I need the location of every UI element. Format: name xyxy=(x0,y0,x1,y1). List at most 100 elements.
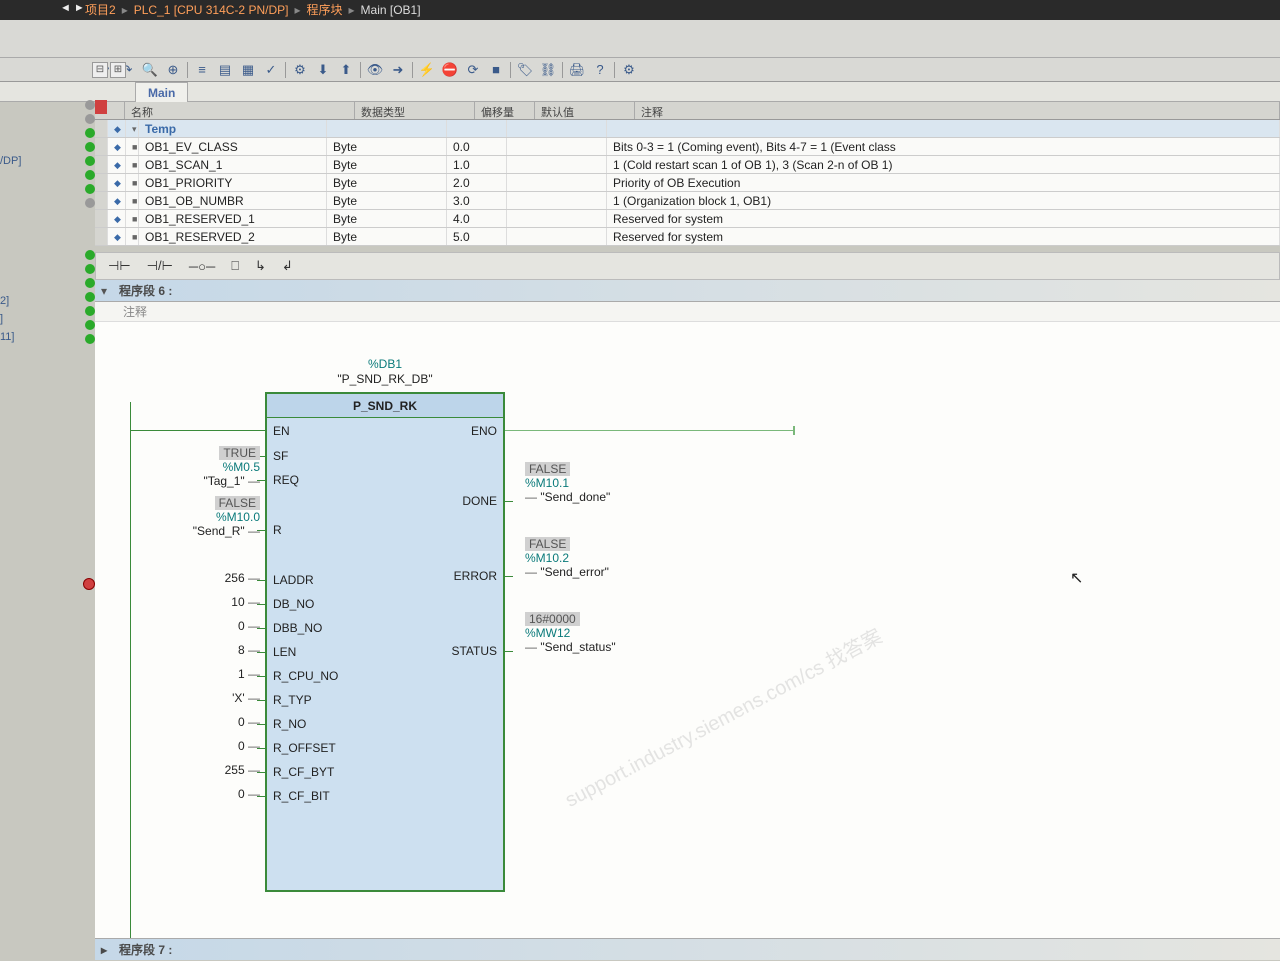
pin-input-value[interactable]: 0 — xyxy=(238,787,260,801)
var-row[interactable]: ◆ ■ OB1_PRIORITY Byte 2.0 Priority of OB… xyxy=(95,174,1280,192)
tb-compile-icon[interactable]: ⚙ xyxy=(291,61,309,79)
tb-sync-icon[interactable]: ⟳ xyxy=(464,61,482,79)
fb-input-pin[interactable]: R xyxy=(273,523,282,537)
tb-block2-icon[interactable]: ▦ xyxy=(239,61,257,79)
tb-monitor-icon[interactable]: 👁 xyxy=(366,61,384,79)
var-name[interactable]: OB1_RESERVED_2 xyxy=(139,228,327,245)
vh-offset[interactable]: 偏移量 xyxy=(475,102,535,119)
tb-go-offline-icon[interactable]: ⛔ xyxy=(441,61,459,79)
fb-input-pin[interactable]: R_CPU_NO xyxy=(273,669,338,683)
pin-input-value[interactable]: 256 — xyxy=(225,571,260,585)
pin-input-value[interactable]: 1 — xyxy=(238,667,260,681)
fb-input-pin[interactable]: DBB_NO xyxy=(273,621,322,635)
network-collapse-icon[interactable]: ▸ xyxy=(101,939,107,961)
var-comment[interactable]: Bits 0-3 = 1 (Coming event), Bits 4-7 = … xyxy=(607,138,1280,155)
var-type[interactable]: Byte xyxy=(327,192,447,209)
var-row[interactable]: ◆ ■ OB1_EV_CLASS Byte 0.0 Bits 0-3 = 1 (… xyxy=(95,138,1280,156)
var-row[interactable]: ◆ ■ OB1_OB_NUMBR Byte 3.0 1 (Organizatio… xyxy=(95,192,1280,210)
tab-main[interactable]: Main xyxy=(135,82,188,102)
var-offset[interactable]: 1.0 xyxy=(447,156,507,173)
pin-input-value[interactable]: FALSE%M10.0"Send_R" — xyxy=(193,496,260,538)
collapse-icon[interactable]: ▾ xyxy=(126,120,139,137)
pin-input-value[interactable]: 0 — xyxy=(238,739,260,753)
function-block[interactable]: P_SND_RK EN ENO SFREQRLADDRDB_NODBB_NOLE… xyxy=(265,392,505,892)
pin-input-value[interactable]: 8 — xyxy=(238,643,260,657)
var-default[interactable] xyxy=(507,156,607,173)
nav-fwd-icon[interactable]: ► xyxy=(74,2,85,14)
var-type[interactable]: Byte xyxy=(327,228,447,245)
var-default[interactable] xyxy=(507,210,607,227)
var-name[interactable]: OB1_EV_CLASS xyxy=(139,138,327,155)
fb-output-pin[interactable]: DONE xyxy=(462,494,497,508)
var-offset[interactable]: 2.0 xyxy=(447,174,507,191)
var-row[interactable]: ◆ ■ OB1_RESERVED_2 Byte 5.0 Reserved for… xyxy=(95,228,1280,246)
split-v-icon[interactable]: ⊞ xyxy=(110,62,126,78)
fb-instance-db[interactable]: %DB1 xyxy=(265,357,505,371)
var-default[interactable] xyxy=(507,138,607,155)
var-offset[interactable]: 3.0 xyxy=(447,192,507,209)
fb-output-pin[interactable]: ERROR xyxy=(454,569,497,583)
fb-input-pin[interactable]: LADDR xyxy=(273,573,314,587)
pin-output-value[interactable]: FALSE%M10.2— "Send_error" xyxy=(525,537,609,579)
fb-input-pin[interactable]: R_OFFSET xyxy=(273,741,336,755)
var-row[interactable]: ◆ ■ OB1_RESERVED_1 Byte 4.0 Reserved for… xyxy=(95,210,1280,228)
pin-input-value[interactable]: 255 — xyxy=(225,763,260,777)
error-marker[interactable] xyxy=(83,578,95,590)
var-comment[interactable]: 1 (Cold restart scan 1 of OB 1), 3 (Scan… xyxy=(607,156,1280,173)
fb-input-pin[interactable]: R_CF_BIT xyxy=(273,789,330,803)
vh-comment[interactable]: 注释 xyxy=(635,102,1280,119)
network-header[interactable]: ▾ 程序段 6 : xyxy=(95,280,1280,302)
var-row[interactable]: ◆ ■ OB1_SCAN_1 Byte 1.0 1 (Cold restart … xyxy=(95,156,1280,174)
pin-output-value[interactable]: 16#0000%MW12— "Send_status" xyxy=(525,612,616,654)
lt-contact-nc-icon[interactable]: ⊣/⊢ xyxy=(143,256,177,276)
tb-list-icon[interactable]: ≡ xyxy=(193,61,211,79)
var-comment[interactable]: 1 (Organization block 1, OB1) xyxy=(607,192,1280,209)
var-comment[interactable]: Reserved for system xyxy=(607,210,1280,227)
tb-search-icon[interactable]: 🔍 xyxy=(141,61,159,79)
tb-download-icon[interactable]: ⬇ xyxy=(314,61,332,79)
var-default[interactable] xyxy=(507,228,607,245)
var-type[interactable]: Byte xyxy=(327,174,447,191)
bc-folder[interactable]: 程序块 xyxy=(306,0,342,20)
tb-go-online-icon[interactable]: ⚡ xyxy=(418,61,436,79)
var-default[interactable] xyxy=(507,192,607,209)
var-offset[interactable]: 5.0 xyxy=(447,228,507,245)
vh-type[interactable]: 数据类型 xyxy=(355,102,475,119)
pin-input-value[interactable]: 10 — xyxy=(231,595,260,609)
lt-branch-icon[interactable]: ↳ xyxy=(251,256,270,276)
fb-input-pin[interactable]: R_NO xyxy=(273,717,306,731)
ladder-canvas[interactable]: %DB1 "P_SND_RK_DB" P_SND_RK EN ENO SFREQ… xyxy=(95,322,1280,942)
tb-settings-icon[interactable]: ⚙ xyxy=(620,61,638,79)
var-name[interactable]: OB1_SCAN_1 xyxy=(139,156,327,173)
fb-instance-name[interactable]: "P_SND_RK_DB" xyxy=(265,372,505,386)
var-default[interactable] xyxy=(507,174,607,191)
tb-goto-icon[interactable]: ➜ xyxy=(389,61,407,79)
var-type[interactable]: Byte xyxy=(327,210,447,227)
fb-input-pin[interactable]: R_TYP xyxy=(273,693,312,707)
lt-branch-close-icon[interactable]: ↲ xyxy=(278,256,297,276)
lt-contact-no-icon[interactable]: ⊣⊢ xyxy=(104,256,135,276)
pin-input-value[interactable]: 0 — xyxy=(238,715,260,729)
bc-project[interactable]: 项目2 xyxy=(85,0,116,20)
fb-input-pin[interactable]: REQ xyxy=(273,473,299,487)
vh-default[interactable]: 默认值 xyxy=(535,102,635,119)
pin-input-value[interactable]: 0 — xyxy=(238,619,260,633)
fb-input-pin[interactable]: SF xyxy=(273,449,288,463)
tb-check-icon[interactable]: ✓ xyxy=(262,61,280,79)
var-offset[interactable]: 4.0 xyxy=(447,210,507,227)
lt-coil-icon[interactable]: ─○─ xyxy=(185,257,219,276)
vh-name[interactable]: 名称 xyxy=(125,102,355,119)
fb-input-pin[interactable]: DB_NO xyxy=(273,597,314,611)
var-comment[interactable]: Priority of OB Execution xyxy=(607,174,1280,191)
pin-input-value[interactable]: TRUE%M0.5"Tag_1" — xyxy=(203,446,260,488)
network-collapse-icon[interactable]: ▾ xyxy=(95,284,113,298)
network-footer[interactable]: ▸ 程序段 7 : xyxy=(95,938,1280,960)
split-h-icon[interactable]: ⊟ xyxy=(92,62,108,78)
var-type[interactable]: Byte xyxy=(327,156,447,173)
var-type[interactable]: Byte xyxy=(327,138,447,155)
var-section-temp[interactable]: ◆ ▾ Temp xyxy=(95,120,1280,138)
pin-input-value[interactable]: 'X' — xyxy=(232,691,260,705)
var-name[interactable]: OB1_RESERVED_1 xyxy=(139,210,327,227)
tb-block1-icon[interactable]: ▤ xyxy=(216,61,234,79)
tb-stop-icon[interactable]: ■ xyxy=(487,61,505,79)
